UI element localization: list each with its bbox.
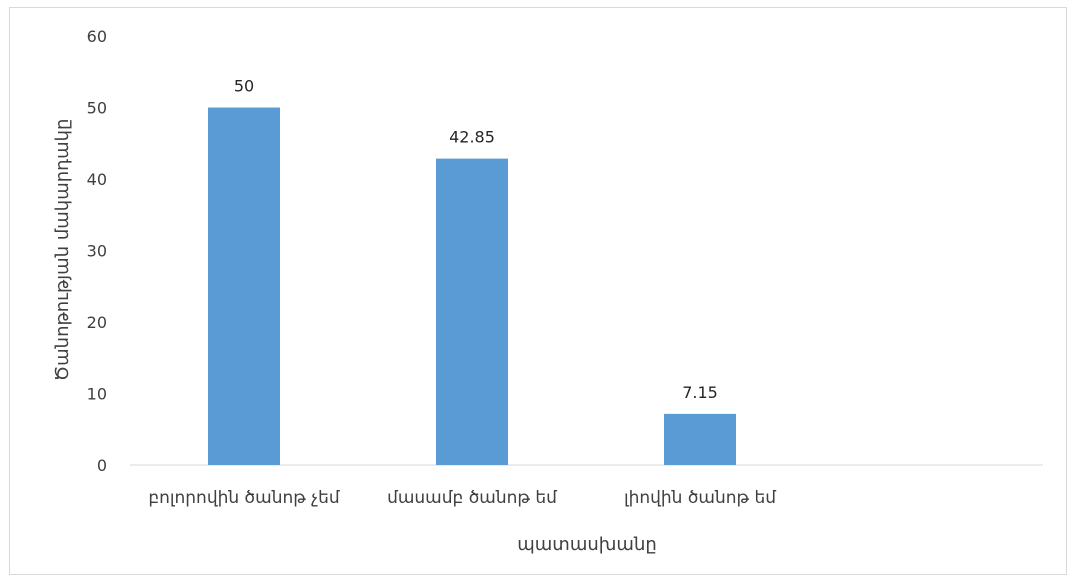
y-tick-label: 20 xyxy=(87,313,107,332)
bar xyxy=(208,107,280,465)
y-tick-label: 0 xyxy=(97,456,107,475)
category-label: բոլորովին ծանոթ չեմ xyxy=(148,488,340,508)
category-label: լիովին ծանոթ եմ xyxy=(624,488,776,508)
y-tick-label: 50 xyxy=(87,99,107,118)
y-tick-label: 60 xyxy=(87,27,107,46)
y-tick-label: 30 xyxy=(87,242,107,261)
category-label: մասամբ ծանոթ եմ xyxy=(387,488,557,508)
y-tick-label: 10 xyxy=(87,385,107,404)
y-axis-title: Ծանոթության մակարդակը xyxy=(52,119,73,382)
bar xyxy=(664,413,736,465)
chart-frame xyxy=(9,7,1067,575)
bar xyxy=(436,158,508,465)
y-tick-label: 40 xyxy=(87,170,107,189)
bars xyxy=(208,107,736,465)
data-labels: 50 42.85 7.15 xyxy=(234,77,718,402)
x-axis-title: պատասխանը xyxy=(517,534,657,555)
data-label: 42.85 xyxy=(449,128,495,147)
category-labels: բոլորովին ծանոթ չեմ մասամբ ծանոթ եմ լիովին… xyxy=(148,488,776,508)
y-axis-ticks: 0 10 20 30 40 50 60 xyxy=(87,27,107,475)
data-label: 50 xyxy=(234,77,254,96)
data-label: 7.15 xyxy=(682,383,718,402)
